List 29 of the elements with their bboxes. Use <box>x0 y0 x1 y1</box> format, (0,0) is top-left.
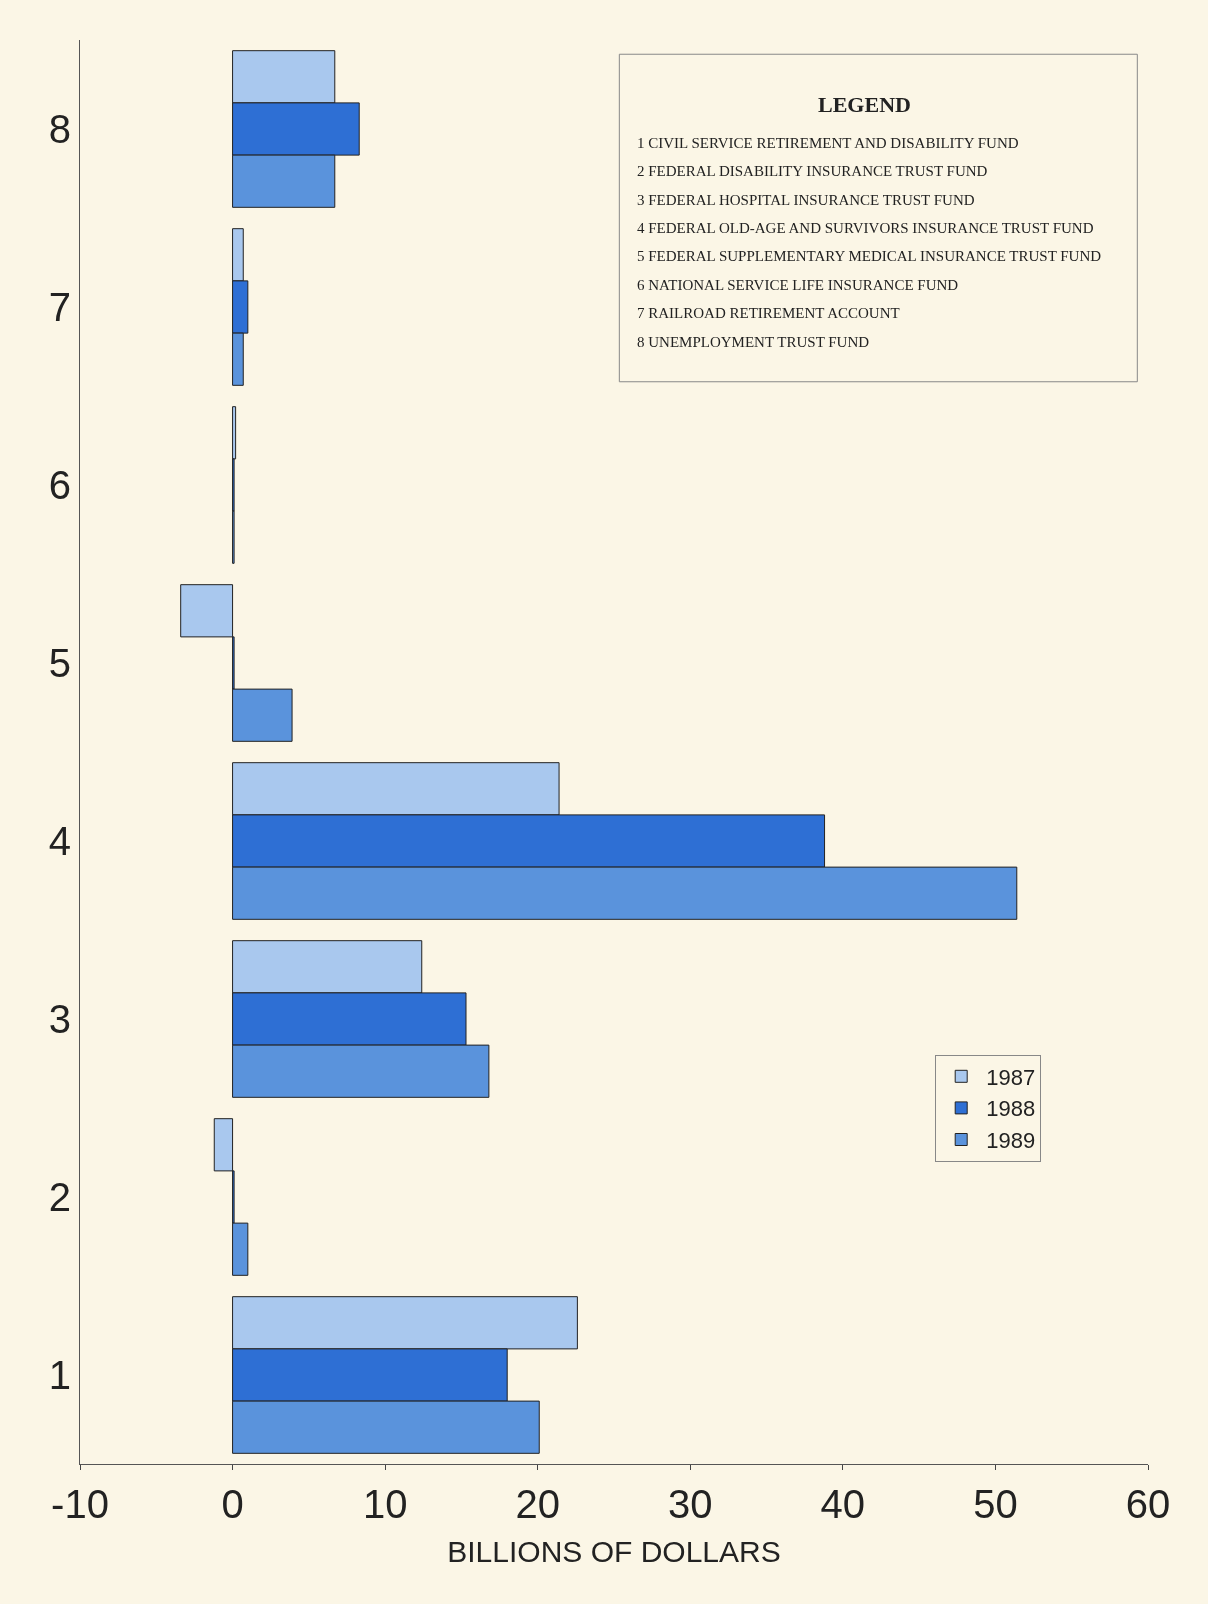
annotation: 7 RAILROAD RETIREMENT ACCOUNT <box>637 305 900 321</box>
y-tick-label: 1 <box>48 1353 71 1397</box>
y-tick-label: 2 <box>48 1175 71 1219</box>
x-tick-label: -10 <box>51 1482 109 1526</box>
x-tick-label: 40 <box>820 1482 866 1526</box>
annotation: LEGEND <box>818 92 911 117</box>
x-tick-label: 0 <box>221 1482 244 1526</box>
annotation: 5 FEDERAL SUPPLEMENTARY MEDICAL INSURANCE TRUST FUND <box>637 248 1102 264</box>
x-axis-title: BILLIONS OF DOLLARS <box>447 1534 781 1568</box>
y-tick-label: 5 <box>48 641 71 685</box>
x-tick-label: 60 <box>1125 1482 1171 1526</box>
y-tick-label: 7 <box>48 285 71 329</box>
x-tick-label: 30 <box>668 1482 713 1526</box>
legend-label: 1988 <box>986 1096 1036 1122</box>
annotation: 6 NATIONAL SERVICE LIFE INSURANCE FUND <box>637 277 959 293</box>
annotation: 2 FEDERAL DISABILITY INSURANCE TRUST FUND <box>637 163 988 179</box>
annotation: 4 FEDERAL OLD-AGE AND SURVIVORS INSURANCE TRUST FUND <box>637 220 1094 236</box>
legend-label: 1989 <box>986 1128 1036 1154</box>
annotation: 1 CIVIL SERVICE RETIREMENT AND DISABILITY FUND <box>637 135 1019 151</box>
legend-label: 1987 <box>986 1064 1036 1090</box>
x-tick-label: 10 <box>362 1482 408 1526</box>
x-tick-label: 50 <box>973 1482 1018 1526</box>
y-tick-label: 4 <box>48 819 71 863</box>
y-tick-label: 6 <box>48 463 71 507</box>
x-tick-label: 20 <box>515 1482 560 1526</box>
y-tick-label: 3 <box>48 997 71 1041</box>
annotation: 8 UNEMPLOYMENT TRUST FUND <box>637 334 870 350</box>
y-tick-label: 8 <box>48 107 71 151</box>
annotation: 3 FEDERAL HOSPITAL INSURANCE TRUST FUND <box>637 192 975 208</box>
